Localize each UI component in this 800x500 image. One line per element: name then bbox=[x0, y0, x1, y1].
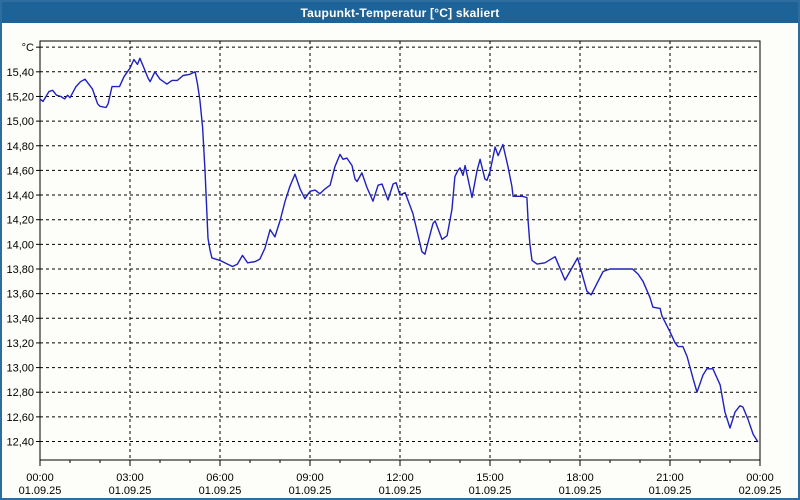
x-tick-date-label: 01.09.25 bbox=[199, 485, 242, 497]
y-tick-label: 13,00 bbox=[6, 363, 34, 375]
title-bar: Taupunkt-Temperatur [°C] skaliert bbox=[2, 2, 798, 23]
x-tick-date-label: 01.09.25 bbox=[379, 485, 422, 497]
plot-frame bbox=[39, 40, 761, 461]
x-tick-time-label: 00:00 bbox=[746, 472, 774, 484]
y-tick-label: 12,80 bbox=[6, 387, 34, 399]
x-tick-time-label: 21:00 bbox=[656, 472, 684, 484]
y-tick-label: 12,40 bbox=[6, 437, 34, 449]
y-tick-label: 13,20 bbox=[6, 338, 34, 350]
x-tick-time-label: 15:00 bbox=[476, 472, 504, 484]
y-tick-label: 13,40 bbox=[6, 313, 34, 325]
y-tick-label: 15,00 bbox=[6, 116, 34, 128]
x-tick-date-label: 01.09.25 bbox=[469, 485, 512, 497]
y-tick-label: 13,60 bbox=[6, 289, 34, 301]
x-tick-time-label: 12:00 bbox=[386, 472, 414, 484]
y-tick-label: 14,40 bbox=[6, 190, 34, 202]
x-tick-time-label: 09:00 bbox=[296, 472, 324, 484]
x-tick-time-label: 03:00 bbox=[116, 472, 144, 484]
x-tick-date-label: 01.09.25 bbox=[559, 485, 602, 497]
x-tick-time-label: 06:00 bbox=[206, 472, 234, 484]
dewpoint-chart: °C 15,40 15,20 15,00 14,80 14,60 14,40 14,20 14,… bbox=[6, 40, 782, 497]
x-tick-date-label: 01.09.25 bbox=[109, 485, 152, 497]
dewpoint-line bbox=[39, 57, 759, 443]
x-tick-date-label: 01.09.25 bbox=[289, 485, 332, 497]
x-tick-date-label: 02.09.25 bbox=[739, 485, 782, 497]
chart-title: Taupunkt-Temperatur [°C] skaliert bbox=[300, 5, 500, 20]
y-tick-label: 14,60 bbox=[6, 165, 34, 177]
y-tick-label: 13,80 bbox=[6, 264, 34, 276]
x-tick-date-label: 01.09.25 bbox=[649, 485, 692, 497]
y-tick-label: 15,40 bbox=[6, 67, 34, 79]
x-tick-date-label: 01.09.25 bbox=[19, 485, 62, 497]
y-tick-label: 15,20 bbox=[6, 91, 34, 103]
y-tick-label: 14,20 bbox=[6, 215, 34, 227]
x-tick-time-label: 00:00 bbox=[26, 472, 54, 484]
y-tick-label: 12,60 bbox=[6, 412, 34, 424]
y-tick-label: 14,00 bbox=[6, 239, 34, 251]
x-tick-time-label: 18:00 bbox=[566, 472, 594, 484]
y-tick-label: °C bbox=[22, 42, 34, 54]
y-tick-label: 14,80 bbox=[6, 141, 34, 153]
